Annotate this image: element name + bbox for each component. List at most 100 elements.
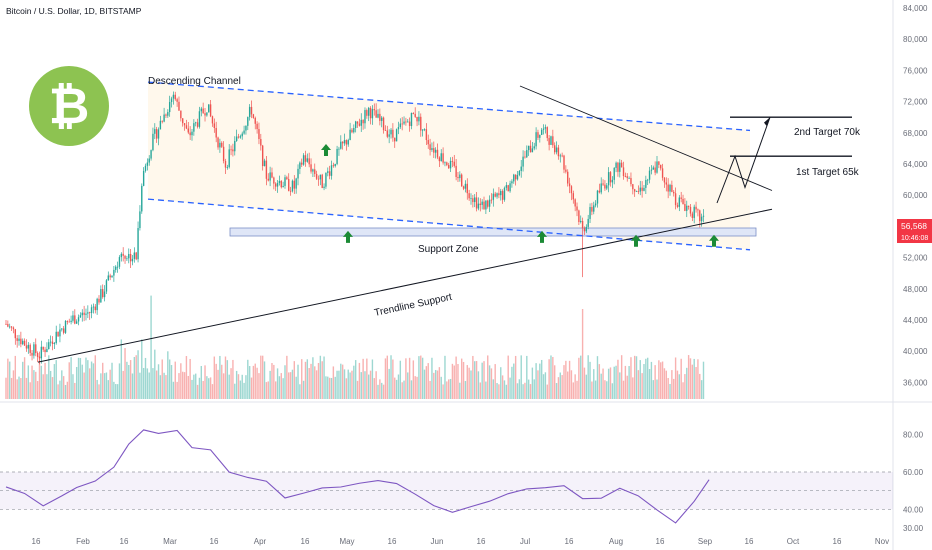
rsi-axis[interactable]: 80.00 60.00 40.00 30.00 [903, 431, 924, 533]
volume-bar [7, 358, 9, 399]
volume-bar [568, 360, 571, 399]
rsi-pane[interactable] [0, 429, 893, 524]
volume-bar [234, 383, 236, 399]
volume-bar [401, 382, 403, 399]
volume-bar [302, 380, 305, 399]
volume-bar [213, 356, 216, 399]
volume-bar [12, 370, 15, 399]
volume-bar [157, 364, 160, 399]
candle-body [27, 344, 30, 349]
time-tick-label: 16 [210, 537, 219, 546]
volume-bar [208, 378, 210, 399]
volume-bar [652, 380, 654, 399]
volume-bar [77, 357, 80, 399]
candle-body [637, 190, 640, 192]
candle-body [539, 134, 541, 138]
volume-bar [632, 377, 634, 399]
volume-bar [83, 372, 85, 399]
candle-body [328, 171, 331, 176]
volume-bar [431, 357, 433, 399]
rsi-tick-label: 80.00 [903, 431, 924, 440]
volume-bar [561, 375, 563, 399]
volume-bar [619, 372, 621, 399]
volume-bar [695, 367, 697, 399]
candle-body [241, 133, 243, 137]
volume-bar [243, 382, 245, 399]
candle-body [513, 174, 515, 182]
time-tick-label: 16 [301, 537, 310, 546]
candle-body [369, 107, 372, 119]
time-axis[interactable]: 16 Feb 16 Mar 16 Apr 16 May 16 Jun 16 Jul 16 Aug 16 Sep… [32, 537, 890, 546]
volume-bar [585, 374, 588, 399]
volume-bar [325, 376, 327, 399]
candle-body [492, 193, 495, 200]
candle-body [200, 108, 202, 112]
volume-bar [440, 376, 442, 399]
volume-bar [70, 357, 72, 399]
candle-body [496, 193, 498, 197]
volume-bar [451, 363, 454, 399]
candle-body [141, 185, 143, 212]
candle-body [548, 138, 550, 145]
volume-bar [338, 370, 340, 399]
channel-upper-line [147, 81, 751, 132]
candle-body [176, 99, 178, 102]
volume-bar [421, 357, 424, 399]
candle-body [660, 164, 662, 169]
candle-body [687, 205, 690, 207]
candle-body [691, 213, 694, 218]
volume-bar [144, 357, 147, 399]
volume-bar [516, 383, 519, 399]
candle-body [420, 116, 422, 131]
volume-bar [260, 355, 262, 399]
candle-body [613, 167, 615, 180]
candle-body [468, 193, 470, 199]
candle-body [485, 200, 487, 210]
volume-bar [64, 384, 67, 399]
volume-bar [633, 355, 636, 399]
candle-body [196, 122, 199, 127]
volume-bar [594, 380, 597, 399]
volume-bar [204, 365, 206, 399]
volume-bar [319, 355, 322, 399]
volume-bar [676, 370, 679, 399]
candle-body [20, 338, 22, 345]
volume-bar [581, 309, 584, 399]
volume-bar [254, 363, 256, 399]
volume-bar [559, 372, 561, 399]
candle-body [48, 342, 50, 350]
candle-body [427, 140, 429, 145]
candle-body [126, 258, 128, 260]
candle-body [570, 186, 573, 194]
volume-bar [405, 358, 407, 399]
candle-body [219, 142, 221, 148]
candle-body [505, 185, 508, 188]
volume-bar [187, 375, 189, 399]
volume-bar [680, 358, 682, 399]
candle-body [407, 121, 409, 123]
volume-bar [315, 370, 318, 399]
candle-body [466, 183, 468, 194]
candle-body [243, 130, 245, 134]
volume-bar [647, 357, 649, 399]
candle-body [585, 226, 588, 232]
volume-bar [446, 381, 448, 399]
candle-body [622, 167, 625, 177]
volume-bar [513, 363, 515, 399]
candle-body [354, 121, 357, 129]
candle-body [163, 114, 165, 122]
volume-bar [433, 372, 435, 399]
volume-bar [74, 382, 76, 399]
volume-bar [459, 382, 461, 399]
volume-bar [51, 377, 54, 399]
candle-body [487, 200, 489, 207]
volume-bar [368, 374, 370, 399]
time-tick-label: Nov [875, 537, 889, 546]
price-tick-label: 44,000 [903, 316, 928, 325]
volume-bar [89, 368, 91, 399]
volume-bar [354, 360, 357, 399]
candle-body [535, 132, 537, 147]
bitcoin-logo-glyph: ₿ [49, 78, 90, 134]
volume-bar [165, 375, 167, 399]
